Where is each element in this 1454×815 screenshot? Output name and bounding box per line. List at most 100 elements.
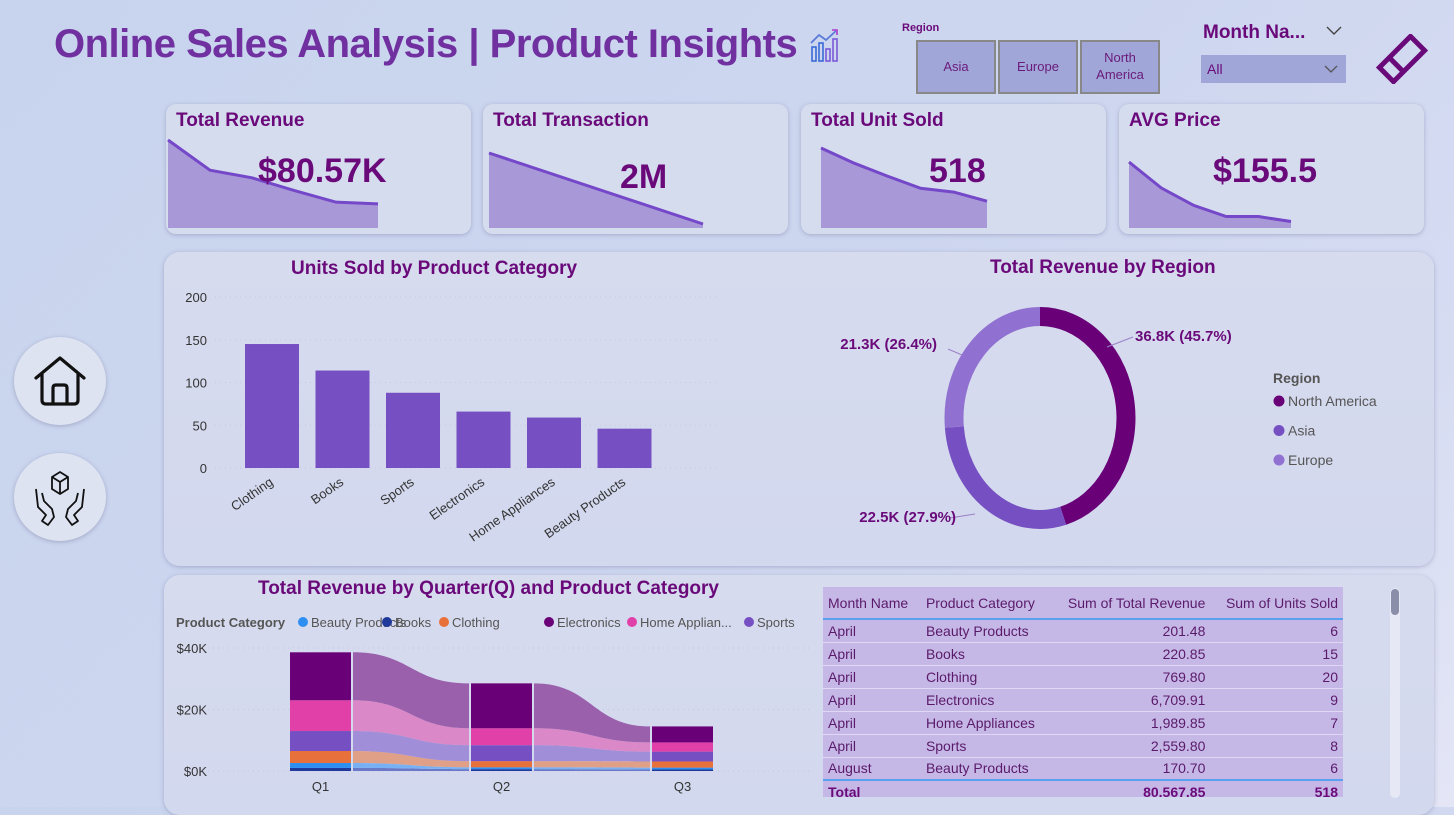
cell-category: Home Appliances: [920, 711, 1051, 735]
stack-segment-clothing[interactable]: [471, 761, 532, 768]
column-header-revenue[interactable]: Sum of Total Revenue: [1050, 587, 1211, 620]
stack-segment-beauty-products[interactable]: [290, 763, 351, 768]
legend-item[interactable]: North America: [1288, 393, 1377, 409]
stack-segment-sports[interactable]: [471, 745, 532, 762]
legend-item[interactable]: Beauty Products: [311, 615, 407, 630]
table-row[interactable]: April Clothing 769.80 20: [823, 665, 1343, 689]
x-tick-label: Sports: [377, 474, 417, 508]
table-row[interactable]: August Beauty Products 170.70 6: [823, 757, 1343, 781]
ribbon-books[interactable]: [353, 767, 469, 771]
home-button[interactable]: [14, 337, 106, 425]
ribbon-home-applian-[interactable]: [353, 700, 469, 746]
bar-electronics[interactable]: [456, 411, 511, 468]
kpi-title: Total Revenue: [176, 110, 305, 131]
ribbon-books[interactable]: [534, 769, 650, 771]
stack-segment-home-applian-[interactable]: [652, 742, 713, 752]
table-row[interactable]: April Books 220.85 15: [823, 642, 1343, 666]
stack-segment-electronics[interactable]: [471, 683, 532, 729]
legend-item[interactable]: Home Applian...: [640, 615, 732, 630]
stack-segment-home-applian-[interactable]: [471, 728, 532, 746]
legend-item[interactable]: Electronics: [557, 615, 621, 630]
ribbon-electronics[interactable]: [353, 652, 469, 729]
ribbon-beauty-products[interactable]: [353, 763, 469, 770]
column-header-units[interactable]: Sum of Units Sold: [1210, 587, 1343, 620]
stack-segment-clothing[interactable]: [290, 751, 351, 764]
kpi-value: 2M: [620, 158, 668, 196]
kpi-card-total-unit-sold[interactable]: Total Unit Sold 518: [801, 104, 1106, 234]
cell-revenue: 2,559.80: [1050, 734, 1211, 758]
cell-units: 20: [1210, 665, 1343, 689]
page-title: Online Sales Analysis | Product Insights: [54, 22, 841, 67]
table-row[interactable]: April Sports 2,559.80 8: [823, 734, 1343, 758]
table-scrollbar[interactable]: [1390, 588, 1400, 798]
region-button-north-america[interactable]: North America: [1080, 40, 1160, 94]
ribbon-beauty-products[interactable]: [534, 767, 650, 770]
y-tick-label: 200: [185, 290, 207, 305]
bar-beauty-products[interactable]: [597, 428, 652, 468]
ribbon-clothing[interactable]: [353, 751, 469, 768]
product-insights-button[interactable]: [14, 453, 106, 541]
stack-segment-electronics[interactable]: [652, 726, 713, 743]
legend-item[interactable]: Clothing: [452, 615, 500, 630]
chevron-down-icon[interactable]: [1326, 26, 1342, 36]
kpi-card-total-revenue[interactable]: Total Revenue $80.57K: [166, 104, 471, 234]
legend-marker: [439, 617, 449, 627]
scrollbar-thumb[interactable]: [1391, 589, 1399, 615]
stack-segment-books[interactable]: [471, 769, 532, 771]
table-row[interactable]: April Home Appliances 1,989.85 7: [823, 711, 1343, 735]
legend-item[interactable]: Asia: [1288, 423, 1315, 439]
table-header-row: Month Name Product Category Sum of Total…: [823, 587, 1343, 620]
cell-month: August: [823, 757, 921, 781]
stack-segment-clothing[interactable]: [652, 761, 713, 768]
table-row[interactable]: April Electronics 6,709.91 9: [823, 688, 1343, 712]
stack-segment-home-applian-[interactable]: [290, 700, 351, 732]
eraser-icon[interactable]: [1376, 34, 1428, 84]
stack-segment-sports[interactable]: [652, 751, 713, 762]
ribbon-sports[interactable]: [534, 745, 650, 762]
ribbon-sports[interactable]: [353, 731, 469, 762]
cell-revenue: 6,709.91: [1050, 688, 1211, 712]
kpi-card-avg-price[interactable]: AVG Price $155.5: [1119, 104, 1424, 234]
bar-clothing[interactable]: [245, 344, 299, 468]
stack-segment-sports[interactable]: [290, 731, 351, 752]
stack-segment-beauty-products[interactable]: [652, 767, 713, 770]
ribbon-home-applian-[interactable]: [534, 728, 650, 752]
month-dropdown[interactable]: All: [1201, 55, 1346, 83]
legend-item[interactable]: Books: [395, 615, 432, 630]
bar-books[interactable]: [315, 370, 370, 468]
kpi-title: Total Unit Sold: [811, 110, 944, 131]
bar-sports[interactable]: [386, 392, 440, 468]
x-tick-label: Clothing: [228, 474, 276, 514]
x-tick-label: Electronics: [427, 474, 488, 523]
stack-segment-books[interactable]: [290, 767, 351, 771]
region-button-asia[interactable]: Asia: [916, 40, 996, 94]
y-tick-label: 150: [185, 333, 207, 348]
stack-segment-electronics[interactable]: [290, 652, 351, 701]
stack-segment-beauty-products[interactable]: [471, 767, 532, 770]
donut-slice-europe[interactable]: [944, 307, 1041, 428]
region-button-europe[interactable]: Europe: [998, 40, 1078, 94]
cell-category: Clothing: [920, 665, 1051, 689]
column-header-category[interactable]: Product Category: [920, 587, 1051, 620]
column-header-month[interactable]: Month Name: [823, 587, 921, 620]
table-row[interactable]: April Beauty Products 201.48 6: [823, 619, 1343, 643]
stack-segment-books[interactable]: [652, 769, 713, 771]
cell-category: Beauty Products: [920, 619, 1051, 643]
donut-slice-asia[interactable]: [944, 426, 1067, 529]
leader-line: [949, 513, 976, 519]
units-chart-title: Units Sold by Product Category: [291, 258, 578, 279]
ribbon-electronics[interactable]: [534, 683, 650, 743]
kpi-card-total-transaction[interactable]: Total Transaction 2M: [483, 104, 788, 234]
donut-slice-north-america[interactable]: [1039, 307, 1136, 525]
cell-revenue: 1,989.85: [1050, 711, 1211, 735]
legend-title: Product Category: [176, 615, 286, 630]
total-cell-revenue: 80,567.85: [1050, 779, 1211, 797]
legend-item[interactable]: Europe: [1288, 452, 1333, 468]
sparkline-area: [1129, 162, 1291, 228]
legend-item[interactable]: Sports: [757, 615, 795, 630]
cell-units: 9: [1210, 688, 1343, 712]
bar-home-appliances[interactable]: [527, 417, 581, 468]
kpi-sparkline: [488, 151, 704, 228]
kpi-sparkline: [167, 138, 379, 228]
ribbon-clothing[interactable]: [534, 761, 650, 768]
